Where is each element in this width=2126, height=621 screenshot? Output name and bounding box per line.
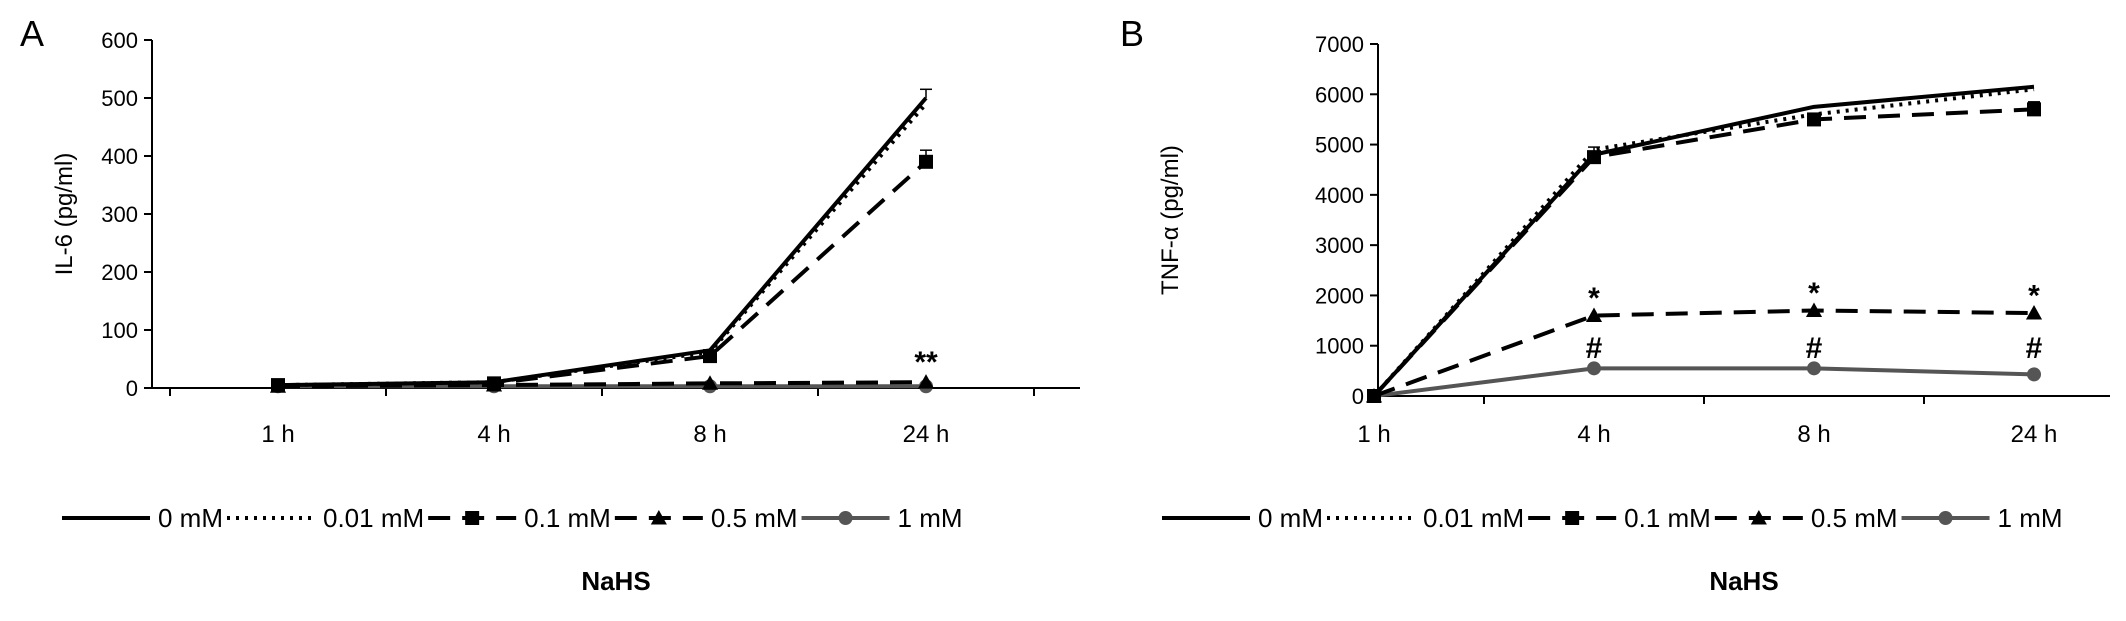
- x-tick-label: 8 h: [1797, 421, 1830, 448]
- legend: 0 mM 0.01 mM 0.1 mM 0.5 mM 1 mM: [1162, 503, 2063, 533]
- y-tick-label: 200: [101, 260, 138, 285]
- significance-mark: *: [1808, 277, 1820, 310]
- series-0-1-mM: [1367, 101, 2041, 403]
- series-0-01-mM: [277, 102, 928, 388]
- legend-marker: [1750, 509, 1767, 525]
- series-line: [1372, 87, 2035, 398]
- data-point: [2027, 367, 2041, 382]
- legend-entry: 0.5 mM: [1811, 503, 1898, 533]
- x-tick-label: 4 h: [1577, 421, 1610, 448]
- legend-marker: [1565, 511, 1580, 525]
- legend: 0 mM 0.01 mM 0.1 mM 0.5 mM 1 mM: [62, 503, 963, 533]
- data-point: [2025, 304, 2043, 320]
- x-tick-label: 24 h: [2011, 421, 2058, 448]
- legend-entry: 0.01 mM: [323, 503, 424, 533]
- panel-a: A 0 100 200 300 400 500 600 1 h 4 h 8 h 24 h IL-6 (p…: [20, 13, 1080, 596]
- x-axis-label: NaHS: [1709, 566, 1778, 596]
- x-tick-label: 1 h: [1357, 421, 1390, 448]
- significance-mark: *: [2028, 279, 2040, 312]
- series-line: [1373, 366, 2035, 398]
- y-tick-label: 100: [101, 318, 138, 343]
- legend-entry: 1 mM: [1998, 503, 2063, 533]
- x-tick-label: 24 h: [903, 421, 950, 448]
- significance-mark: *: [1588, 282, 1600, 315]
- series-line: [1372, 107, 2035, 398]
- data-point: [1585, 307, 1603, 322]
- data-point: [919, 154, 933, 169]
- legend-entry: 0.01 mM: [1423, 503, 1524, 533]
- data-point: [1807, 361, 1821, 376]
- series-line: [277, 96, 928, 388]
- y-tick-label: 3000: [1315, 233, 1364, 258]
- y-tick-label: 7000: [1315, 32, 1364, 57]
- significance-mark: #: [1586, 332, 1603, 365]
- data-point: [1587, 361, 1601, 376]
- y-tick-label: 1000: [1315, 334, 1364, 359]
- series-0-01-mM: [1372, 87, 2035, 398]
- data-point: [2027, 102, 2041, 117]
- series-0-1-mM: [271, 149, 933, 393]
- significance-mark: #: [1806, 332, 1823, 365]
- y-tick-label: 0: [126, 376, 138, 401]
- y-axis-label: IL-6 (pg/ml): [51, 153, 78, 276]
- panel-label: A: [20, 13, 44, 54]
- legend-entry: 0.1 mM: [524, 503, 611, 533]
- legend-entry: 0 mM: [1258, 503, 1323, 533]
- y-tick-label: 400: [101, 144, 138, 169]
- series-0-5-mM: [1365, 302, 2043, 403]
- series-line: [1372, 84, 2035, 398]
- y-tick-label: 5000: [1315, 133, 1364, 158]
- data-point: [1805, 302, 1823, 317]
- series-0-mM: [277, 88, 932, 388]
- x-tick-label: 1 h: [261, 421, 294, 448]
- legend-entry: 0.1 mM: [1624, 503, 1711, 533]
- y-tick-label: 500: [101, 86, 138, 111]
- legend-entry: 0 mM: [158, 503, 223, 533]
- y-axis-label: TNF-α (pg/ml): [1157, 145, 1184, 295]
- significance-mark: **: [914, 346, 938, 379]
- data-point: [917, 374, 935, 389]
- data-point: [701, 375, 719, 390]
- y-tick-label: 0: [1352, 384, 1364, 409]
- series-line: [277, 160, 928, 388]
- x-axis-label: NaHS: [581, 566, 650, 596]
- legend-marker: [650, 509, 667, 525]
- x-tick-label: 8 h: [693, 421, 726, 448]
- legend-entry: 1 mM: [898, 503, 963, 533]
- legend-marker: [838, 511, 853, 525]
- panel-b: B 0 1000 2000 3000 4000 5000 6000 7000 1 h 4 h 8 h 2…: [1120, 13, 2110, 596]
- y-tick-label: 6000: [1315, 82, 1364, 107]
- legend-marker: [465, 511, 480, 525]
- y-tick-label: 600: [101, 28, 138, 53]
- significance-mark: #: [2026, 332, 2043, 365]
- y-tick-label: 300: [101, 202, 138, 227]
- y-tick-label: 4000: [1315, 183, 1364, 208]
- legend-entry: 0.5 mM: [711, 503, 798, 533]
- panel-label: B: [1120, 13, 1144, 54]
- legend-marker: [1938, 511, 1953, 525]
- x-tick-label: 4 h: [477, 421, 510, 448]
- series-line: [277, 102, 928, 388]
- y-tick-label: 2000: [1315, 283, 1364, 308]
- series-0-mM: [1372, 84, 2035, 398]
- series-line: [1373, 308, 2035, 398]
- data-point: [1807, 112, 1821, 127]
